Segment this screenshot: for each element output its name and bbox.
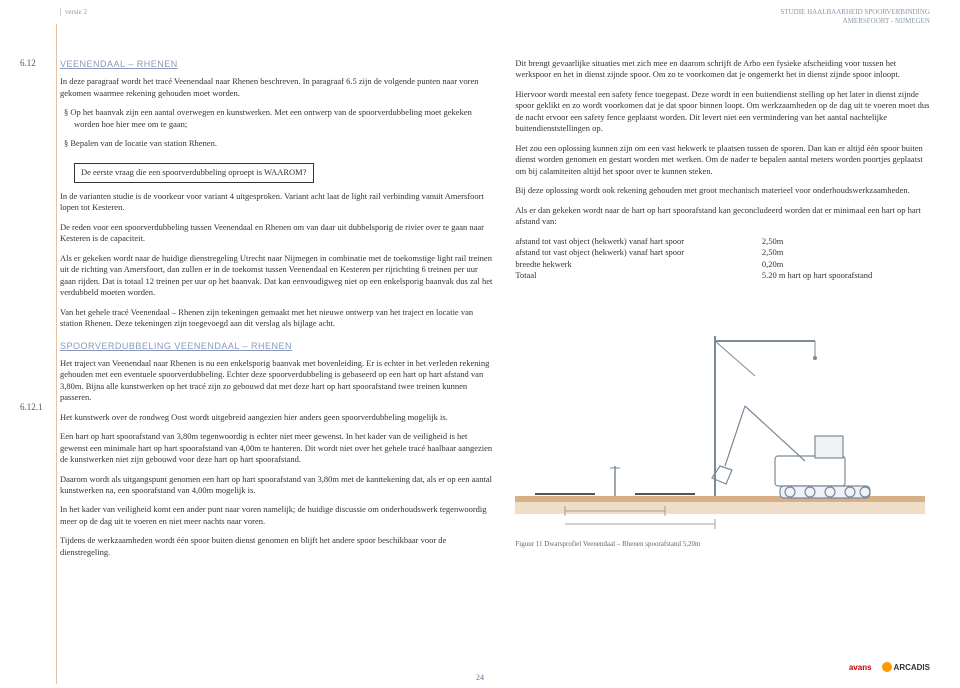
footer-logos: avans ARCADIS (849, 662, 930, 672)
para: Een hart op hart spoorafstand van 3,80m … (60, 431, 495, 465)
para: Dit brengt gevaarlijke situaties met zic… (515, 58, 930, 81)
header-study: STUDIE HAALBAARHEID SPOORVERBINDING AMER… (780, 8, 930, 26)
m-val: 2,50m (762, 247, 930, 258)
header-version: versie 2 (60, 8, 87, 16)
para: Het traject van Veenendaal naar Rhenen i… (60, 358, 495, 404)
para: In deze paragraaf wordt het tracé Veenen… (60, 76, 495, 99)
para: Het zou een oplossing kunnen zijn om een… (515, 143, 930, 177)
section-number-sub: 6.12.1 (20, 402, 43, 412)
title-main: VEENENDAAL – RHENEN (60, 58, 495, 70)
para: Bij deze oplossing wordt ook rekening ge… (515, 185, 930, 196)
para: Het kunstwerk over de rondweg Oost wordt… (60, 412, 495, 423)
para: Tijdens de werkzaamheden wordt één spoor… (60, 535, 495, 558)
m-label: afstand tot vast object (hekwerk) vanaf … (515, 236, 741, 247)
para: Van het gehele tracé Veenendaal – Rhenen… (60, 307, 495, 330)
para: In het kader van veiligheid komt een and… (60, 504, 495, 527)
m-val: 0,20m (762, 259, 930, 270)
logo-arcadis: ARCADIS (882, 662, 930, 672)
m-label: Totaal (515, 270, 741, 281)
measurements-table: afstand tot vast object (hekwerk) vanaf … (515, 236, 930, 282)
para: Hiervoor wordt meestal een safety fence … (515, 89, 930, 135)
left-column: VEENENDAAL – RHENEN In deze paragraaf wo… (60, 58, 495, 566)
m-label: breedte hekwerk (515, 259, 741, 270)
para: Daarom wordt als uitgangspunt genomen ee… (60, 474, 495, 497)
para: De reden voor een spoorverdubbeling tuss… (60, 222, 495, 245)
boxed-question: De eerste vraag die een spoorverdubbelin… (74, 163, 314, 182)
study-l2: AMERSFOORT - NIJMEGEN (780, 17, 930, 26)
bullet: Op het baanvak zijn een aantal overwegen… (60, 107, 495, 130)
m-val: 2,50m (762, 236, 930, 247)
section-number-main: 6.12 (20, 58, 36, 68)
para: In de varianten studie is de voorkeur vo… (60, 191, 495, 214)
m-label: afstand tot vast object (hekwerk) vanaf … (515, 247, 741, 258)
m-val: 5.20 m hart op hart spoorafstand (762, 270, 930, 281)
para: Als er gekeken wordt naar de huidige die… (60, 253, 495, 299)
study-l1: STUDIE HAALBAARHEID SPOORVERBINDING (780, 8, 930, 17)
page-number: 24 (476, 673, 484, 682)
figure-cross-section: Figuur 11 Dwarsprofiel Veenendaal – Rhen… (515, 296, 930, 549)
para: Als er dan gekeken wordt naar de hart op… (515, 205, 930, 228)
figure-caption: Figuur 11 Dwarsprofiel Veenendaal – Rhen… (515, 540, 930, 549)
title-sub: SPOORVERDUBBELING VEENENDAAL – RHENEN (60, 340, 495, 352)
right-column: Dit brengt gevaarlijke situaties met zic… (515, 58, 930, 566)
bullet: Bepalen van de locatie van station Rhene… (60, 138, 495, 149)
logo-avans: avans (849, 663, 872, 672)
